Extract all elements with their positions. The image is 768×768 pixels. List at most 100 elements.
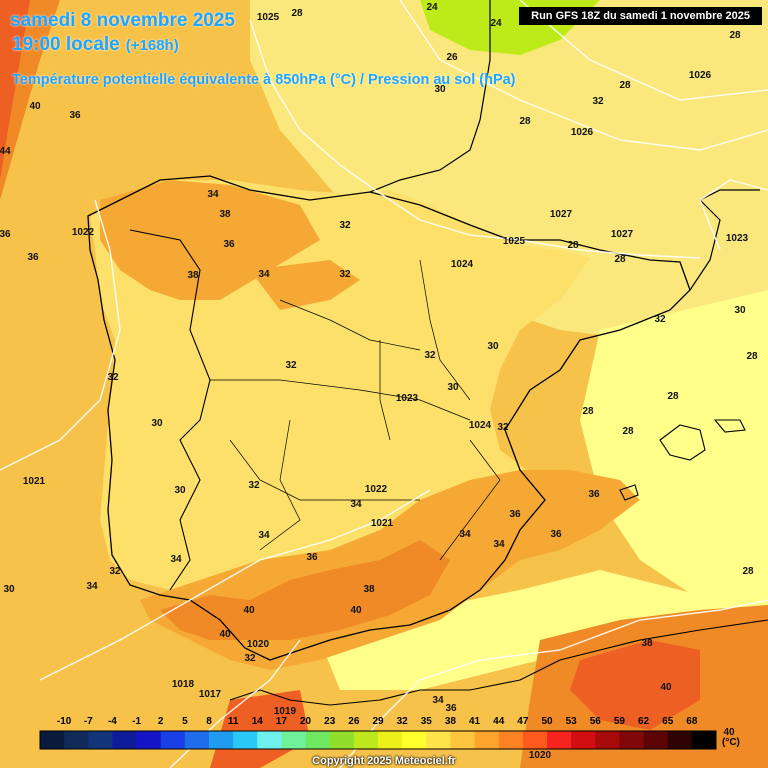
temperature-label: 32 [339,269,351,280]
temperature-label: 36 [550,529,562,540]
legend-swatch [233,731,258,749]
legend-tick: 17 [276,716,288,727]
temperature-label: 30 [174,485,186,496]
temperature-label: 28 [519,116,531,127]
pale-south-field [320,570,768,690]
legend-tick: 32 [397,716,409,727]
france-border [369,0,491,193]
pressure-label: 1017 [199,689,222,700]
legend-tick: 59 [614,716,626,727]
legend-tick: 11 [228,716,239,727]
legend-tick: 62 [638,716,650,727]
temperature-label: 24 [426,2,438,13]
legend-tick: 26 [348,716,360,727]
pressure-label: 1023 [396,393,419,404]
regions-inner [210,259,501,561]
pressure-label: 1025 [257,12,280,23]
temperature-label: 32 [285,360,297,371]
temperature-label: 32 [244,653,256,664]
temperature-label: 32 [654,314,666,325]
run-info: Run GFS 18Z du samedi 1 novembre 2025 [519,7,762,25]
legend-tick: 41 [469,716,481,727]
balearic-islands [619,419,746,501]
temperature-label: 40 [243,605,255,616]
legend-swatch [160,731,186,749]
temperature-label: 40 [219,629,231,640]
temperature-label: 38 [363,584,375,595]
legend-swatch [281,731,307,749]
temperature-label: 32 [497,422,509,433]
temperature-label: 36 [0,229,11,240]
pressure-label: 1027 [550,209,573,220]
legend-swatch [643,731,669,749]
legend-tick: 56 [590,716,602,727]
temperature-label: 28 [614,254,626,265]
legend-unit: (°C) [722,737,740,748]
france-east-border [689,189,760,291]
temperature-label: 34 [258,530,270,541]
legend-swatch [474,731,500,749]
legend-swatch [209,731,234,749]
temperature-label: 32 [424,350,436,361]
temperature-label: 34 [493,539,505,550]
legend-tick: 8 [206,716,212,727]
legend-swatch [378,731,403,749]
temperature-label: 38 [187,270,199,281]
temperature-label: 40 [660,682,672,693]
pressure-label: 1025 [503,236,526,247]
legend-tick: 29 [372,716,384,727]
legend-tick: 5 [182,716,188,727]
legend-swatch [402,731,427,749]
temperature-label: 30 [447,382,459,393]
temperature-label: 30 [734,305,746,316]
temperature-label: 28 [746,351,758,362]
pressure-label: 1021 [371,518,394,529]
legend-tick: 53 [566,716,578,727]
copyright: Copyright 2025 Meteociel.fr [312,755,456,767]
pressure-label: 1020 [529,750,552,761]
temperature-label: 40 [723,727,735,738]
temperature-label: 30 [487,341,499,352]
legend-tick: 47 [517,716,529,727]
pressure-label: 1026 [689,70,712,81]
temperature-label: 30 [3,584,15,595]
temperature-label: 44 [0,146,11,157]
legend-tick: 35 [421,716,433,727]
legend-swatch [88,731,113,749]
pressure-label: 1020 [247,639,270,650]
pressure-label: 1024 [469,420,492,431]
temperature-label: 32 [109,566,121,577]
legend-tick: -1 [132,716,141,727]
pressure-label: 1023 [726,233,749,244]
temperature-label: 28 [567,240,579,251]
north-africa-coast [229,619,768,706]
legend-swatch [691,731,717,749]
legend-swatch [667,731,693,749]
temperature-label: 30 [434,84,446,95]
temperature-label: 32 [339,220,351,231]
legend-swatch [353,731,379,749]
pressure-label: 1019 [274,706,297,717]
legend-border [39,730,717,750]
temperature-label: 28 [291,8,303,19]
legend-swatch [112,731,138,749]
temperature-label: 32 [107,372,119,383]
legend-swatch [571,731,596,749]
pressure-label: 1024 [451,259,474,270]
temperature-label: 36 [27,252,39,263]
pressure-label: 1018 [172,679,195,690]
temperature-label: 34 [207,189,219,200]
pressure-label: 1026 [571,127,594,138]
forecast-time-value: 19:00 locale [12,34,120,55]
temperature-label: 28 [729,30,741,41]
map-subtitle: Température potentielle équivalente à 85… [12,72,516,88]
legend-tick: 65 [662,716,674,727]
forecast-time: 19:00 locale (+168h) [12,34,179,56]
portugal-border [129,229,211,591]
legend-tick: 14 [252,716,264,727]
legend-tick: -7 [84,716,93,727]
legend-swatch [426,731,451,749]
legend-tick: 38 [445,716,457,727]
